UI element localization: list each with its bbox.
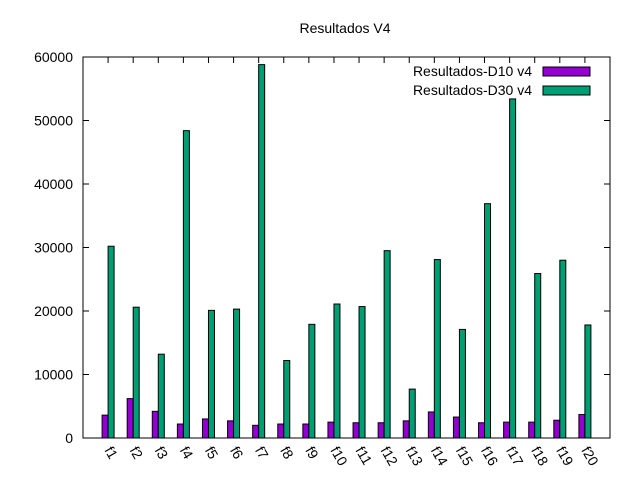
bar-d30-f1 <box>107 245 115 439</box>
x-tick-label: f18 <box>528 444 552 469</box>
x-tick-label: f11 <box>352 444 375 468</box>
bar-d10-f17 <box>503 421 511 439</box>
bars <box>101 64 592 439</box>
bar-d10-f11 <box>352 422 360 439</box>
y-tick-label: 40000 <box>34 176 73 192</box>
bar-d30-f10 <box>333 303 341 439</box>
x-tick-label: f8 <box>277 444 297 462</box>
bar-d10-f9 <box>302 423 310 439</box>
bar-d10-f10 <box>327 421 335 439</box>
y-tick-label: 50000 <box>34 113 73 129</box>
bar-d30-f6 <box>233 308 241 439</box>
bar-d30-f18 <box>534 273 542 439</box>
y-tick-label: 0 <box>65 430 73 446</box>
x-tick-label: f5 <box>202 444 222 462</box>
legend-swatch <box>542 66 591 77</box>
x-tick-label: f3 <box>152 444 172 462</box>
bar-d10-f3 <box>151 410 159 439</box>
bar-d30-f16 <box>484 203 492 439</box>
legend-swatch <box>542 85 591 96</box>
bar-d10-f7 <box>252 424 260 439</box>
bar-d10-f6 <box>227 420 235 439</box>
bar-d10-f2 <box>126 398 134 439</box>
x-tick-label: f1 <box>101 444 121 462</box>
legend: Resultados-D10 v4 Resultados-D30 v4 <box>413 63 591 98</box>
bar-d10-f15 <box>452 416 460 439</box>
x-tick-label: f17 <box>503 444 527 469</box>
x-tick-label: f7 <box>252 444 272 462</box>
x-tick-label: f12 <box>378 444 402 469</box>
bar-d30-f14 <box>433 259 441 439</box>
bar-d30-f5 <box>207 309 215 439</box>
axes: 0 10000 20000 30000 40000 50000 60000 f1 f2 f3 f4 f… <box>34 49 611 469</box>
bar-d10-f20 <box>578 414 586 439</box>
y-tick-label: 10000 <box>34 367 73 383</box>
bar-d30-f19 <box>559 259 567 439</box>
bar-d30-f2 <box>132 306 140 439</box>
bar-d10-f16 <box>478 422 486 439</box>
bar-d30-f17 <box>509 98 517 439</box>
bar-d30-f12 <box>383 250 391 439</box>
x-tick-label: f6 <box>227 444 247 462</box>
bar-d10-f8 <box>277 423 285 439</box>
bar-d10-f12 <box>377 422 385 439</box>
x-tick-label: f13 <box>403 444 427 469</box>
x-tick-label: f19 <box>553 444 577 469</box>
x-tick-label: f10 <box>327 444 351 469</box>
x-tick-label: f9 <box>302 444 322 462</box>
bar-d10-f19 <box>553 419 561 439</box>
bar-d30-f13 <box>408 388 416 439</box>
bar-d30-f9 <box>308 323 316 439</box>
legend-label: Resultados-D10 v4 <box>413 63 532 79</box>
x-tick-label: f2 <box>127 444 147 462</box>
bar-d10-f4 <box>176 423 184 439</box>
x-tick-label: f4 <box>177 444 197 462</box>
bar-d30-f15 <box>458 328 466 439</box>
bar-d30-f7 <box>258 64 266 439</box>
bar-d30-f4 <box>182 130 190 439</box>
bar-d10-f1 <box>101 414 109 439</box>
x-tick-label: f15 <box>453 444 477 469</box>
bar-d30-f11 <box>358 306 366 439</box>
y-tick-label: 20000 <box>34 303 73 319</box>
y-tick-label: 60000 <box>34 49 73 65</box>
bar-d30-f3 <box>157 353 165 439</box>
legend-label: Resultados-D30 v4 <box>413 82 532 98</box>
bar-d30-f20 <box>584 324 592 439</box>
chart-title: Resultados V4 <box>299 20 390 36</box>
bar-d30-f8 <box>283 360 291 439</box>
x-tick-label: f14 <box>428 444 452 469</box>
bar-d10-f18 <box>528 421 536 439</box>
x-tick-label: f20 <box>578 444 602 469</box>
bar-d10-f13 <box>402 420 410 439</box>
y-tick-label: 30000 <box>34 240 73 256</box>
x-tick-label: f16 <box>478 444 502 469</box>
bar-d10-f14 <box>427 411 435 439</box>
bar-d10-f5 <box>201 418 209 439</box>
